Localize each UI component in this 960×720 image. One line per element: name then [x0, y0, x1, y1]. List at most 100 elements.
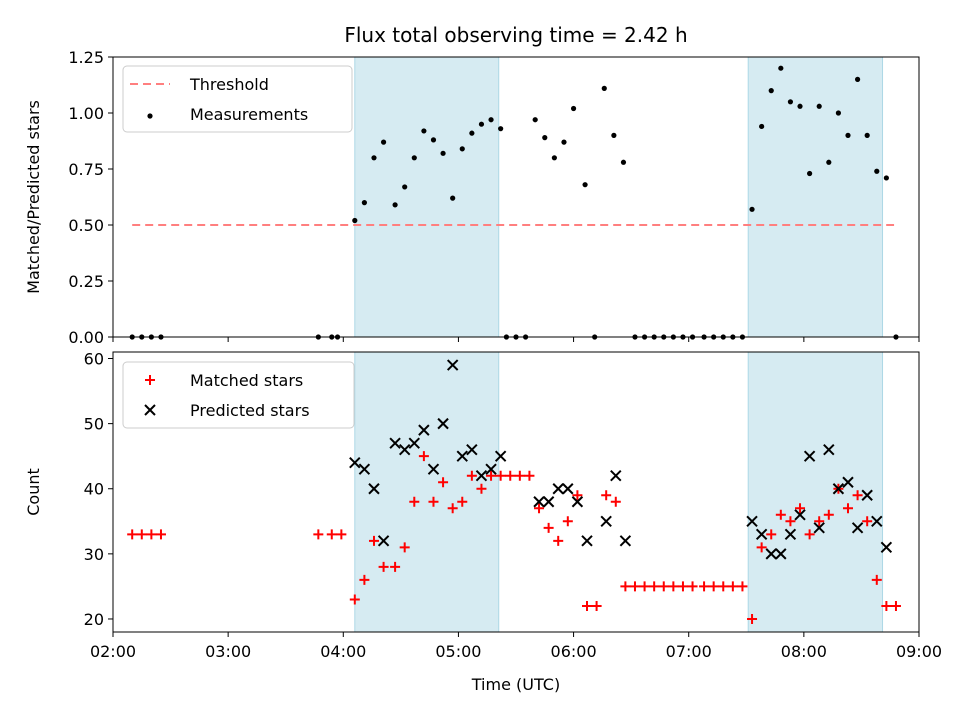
matched-star-marker	[418, 451, 429, 462]
measurement-point	[768, 88, 774, 94]
matched-star-marker	[727, 581, 738, 592]
matched-star-marker	[336, 529, 347, 540]
matched-star-marker	[871, 574, 882, 585]
matched-star-marker	[785, 516, 796, 527]
matched-star-marker	[428, 496, 439, 507]
legend-box	[122, 361, 355, 429]
predicted-star-marker	[368, 483, 380, 495]
y-axis-label: Matched/Predicted stars	[24, 100, 43, 294]
predicted-star-marker	[349, 456, 361, 469]
predicted-star-marker	[832, 483, 845, 495]
predicted-star-marker	[610, 470, 622, 482]
measurement-point	[352, 217, 358, 224]
predicted-star-marker	[437, 417, 449, 430]
predicted-star-marker	[880, 541, 893, 554]
y-tick-label: 0.25	[68, 272, 104, 291]
matched-star-marker	[476, 483, 487, 494]
predicted-star-marker	[485, 463, 497, 475]
x-tick-label: 02:00	[90, 642, 136, 661]
observing-window	[354, 351, 500, 633]
legend-label: Matched stars	[190, 371, 303, 390]
x-axis-label: Time (UTC)	[471, 675, 560, 694]
predicted-star-marker	[398, 443, 411, 456]
measurement-point	[807, 170, 813, 177]
predicted-star-marker	[581, 535, 593, 547]
matched-star-marker	[842, 503, 853, 514]
measurement-point	[488, 117, 494, 123]
predicted-star-marker	[775, 548, 787, 560]
measurement-point	[498, 126, 504, 132]
matched-star-marker	[349, 594, 360, 605]
matched-star-marker	[572, 490, 583, 501]
legend-label: Predicted stars	[190, 401, 310, 420]
matched-star-marker	[804, 529, 815, 540]
matched-star-marker	[534, 503, 545, 514]
matched-star-marker	[378, 561, 389, 572]
predicted-star-marker	[842, 476, 854, 488]
matched-star-marker	[775, 509, 786, 520]
matched-star-marker	[639, 581, 650, 592]
y-tick-label: 30	[84, 545, 104, 564]
matched-star-marker	[747, 613, 758, 624]
measurement-point	[570, 105, 577, 112]
matched-star-marker	[313, 529, 324, 540]
matched-star-marker	[562, 516, 573, 527]
y-axis-label: Count	[24, 468, 43, 516]
predicted-star-marker	[533, 496, 545, 508]
predicted-star-marker	[803, 450, 816, 462]
matched-star-marker	[146, 529, 157, 540]
measurement-point	[392, 202, 398, 208]
predicted-star-marker	[358, 463, 371, 475]
matched-star-marker	[601, 490, 612, 501]
measurement-point	[469, 130, 475, 136]
measurement-point	[542, 135, 548, 141]
measurement-point	[361, 200, 367, 206]
matched-star-marker	[862, 516, 873, 527]
measurement-point	[835, 110, 842, 116]
measurement-point	[411, 155, 417, 161]
predicted-star-marker	[861, 489, 873, 501]
measurement-point	[380, 139, 387, 145]
predicted-star-marker	[600, 515, 612, 528]
predicted-star-marker	[408, 437, 420, 449]
legend-measurement-swatch	[147, 113, 153, 119]
matched-star-marker	[852, 490, 863, 501]
predicted-star-marker	[765, 548, 777, 560]
y-tick-label: 40	[84, 480, 104, 499]
matched-star-marker	[708, 581, 719, 592]
matched-star-marker	[505, 470, 516, 481]
measurement-point	[778, 65, 784, 71]
measurement-point	[854, 76, 861, 82]
predicted-star-marker	[494, 450, 507, 462]
matched-star-marker	[890, 600, 901, 611]
predicted-star-marker	[851, 522, 864, 534]
measurement-point	[421, 128, 427, 134]
matched-star-marker	[368, 535, 379, 546]
measurement-point	[874, 168, 880, 174]
x-tick-label: 07:00	[666, 642, 712, 661]
y-tick-label: 0.00	[68, 328, 104, 347]
predicted-star-marker	[389, 437, 401, 449]
matched-star-marker	[155, 529, 166, 540]
matched-star-marker	[687, 581, 698, 592]
matched-star-marker	[390, 561, 401, 572]
measurement-point	[440, 150, 446, 156]
predicted-star-marker	[571, 496, 584, 508]
matched-star-marker	[649, 581, 660, 592]
matched-star-marker	[543, 522, 554, 533]
predicted-star-marker	[784, 528, 797, 541]
predicted-star-marker	[562, 483, 574, 495]
matched-star-marker	[699, 581, 710, 592]
y-tick-label: 0.75	[68, 160, 104, 179]
x-tick-label: 04:00	[320, 642, 366, 661]
x-tick-label: 03:00	[205, 642, 251, 661]
predicted-star-marker	[456, 450, 468, 462]
measurement-point	[532, 117, 538, 123]
predicted-star-marker	[794, 509, 806, 521]
predicted-star-marker	[552, 483, 564, 495]
predicted-star-marker	[619, 535, 632, 547]
matched-star-marker	[668, 581, 679, 592]
matched-star-marker	[495, 470, 506, 481]
matched-star-marker	[486, 470, 497, 481]
predicted-star-marker	[823, 443, 835, 456]
